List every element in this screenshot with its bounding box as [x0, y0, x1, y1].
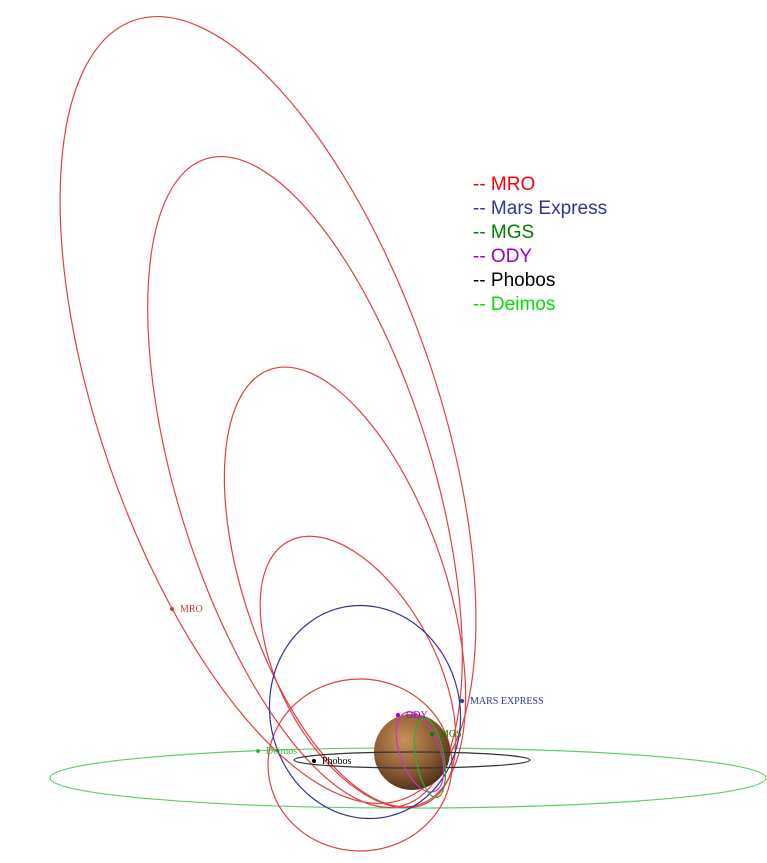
mex-orbit — [268, 604, 462, 820]
legend-entry: -- ODY — [473, 246, 532, 267]
mro-orbit — [147, 156, 463, 808]
craft-marker — [430, 732, 434, 736]
craft-marker — [396, 713, 400, 717]
mgs-orbit — [413, 717, 447, 799]
craft-label: ODY — [406, 710, 428, 721]
craft-label: Phobos — [322, 756, 352, 767]
craft-label: MARS EXPRESS — [470, 696, 544, 707]
legend-entry: -- Phobos — [473, 270, 555, 291]
craft-label: MGS — [440, 729, 462, 740]
mro-orbit — [267, 678, 453, 852]
legend-entry: -- Deimos — [473, 294, 555, 315]
ody-orbit — [395, 711, 445, 793]
craft-marker — [460, 699, 464, 703]
legend-entry: -- MGS — [473, 222, 534, 243]
craft-marker — [312, 759, 316, 763]
craft-marker — [256, 749, 260, 753]
craft-label: Deimos — [266, 746, 297, 757]
craft-marker — [170, 607, 174, 611]
mro-orbit — [223, 366, 467, 808]
phobos-orbit — [293, 751, 531, 769]
mro-orbit — [59, 16, 477, 804]
mro-orbit — [259, 535, 457, 809]
legend-entry: -- Mars Express — [473, 198, 607, 219]
mro-orbits — [59, 16, 477, 852]
legend-entry: -- MRO — [473, 174, 535, 195]
craft-label: MRO — [180, 604, 203, 615]
